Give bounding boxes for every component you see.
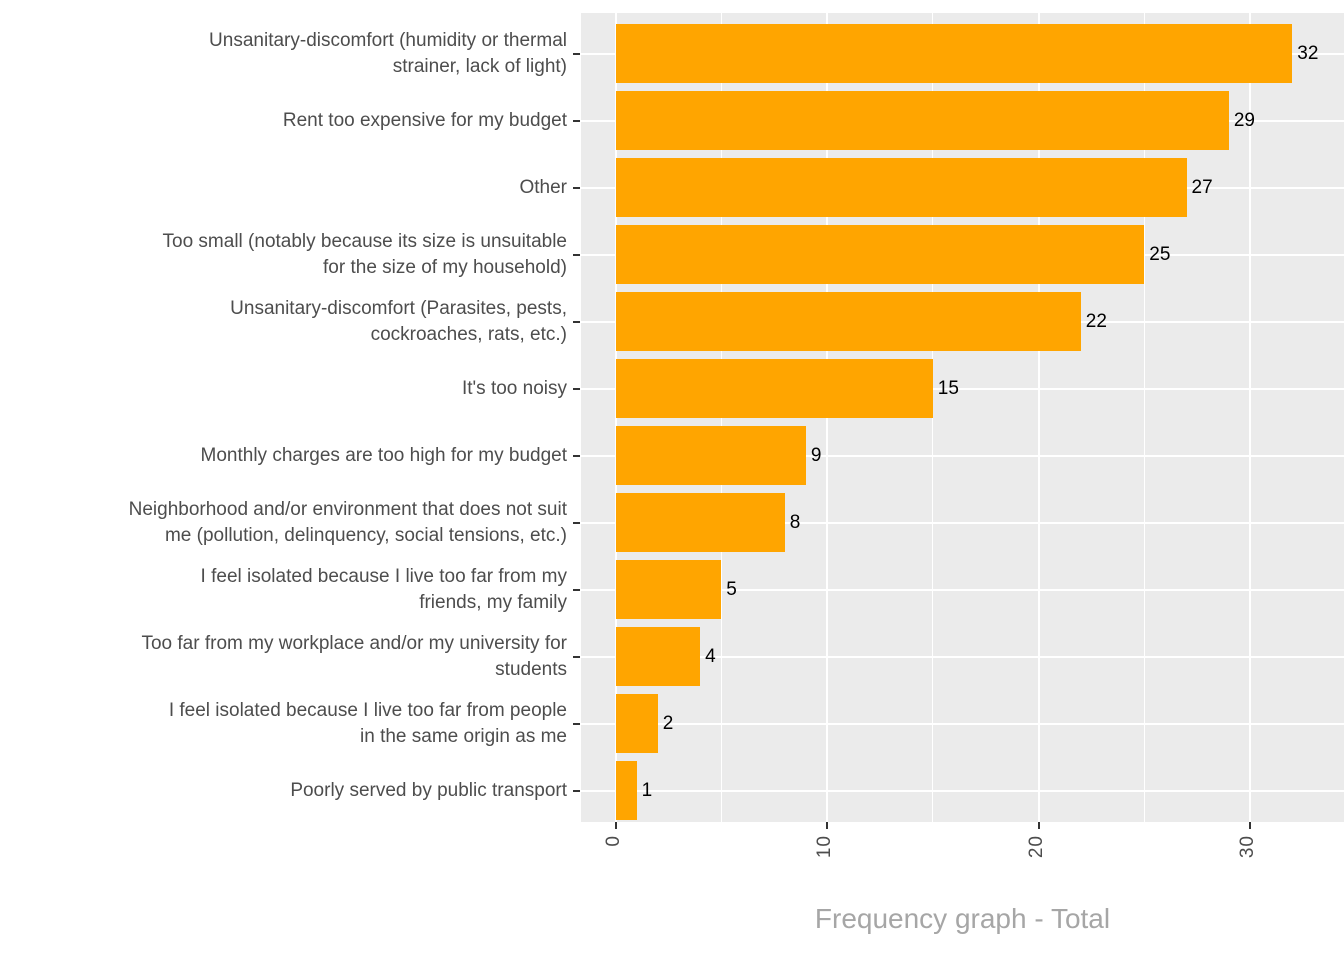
y-axis-label: I feel isolated because I live too far f… bbox=[200, 565, 567, 613]
y-tick-mark bbox=[573, 52, 580, 55]
major-gridline bbox=[581, 789, 1344, 792]
minor-gridline bbox=[1143, 13, 1145, 822]
major-gridline bbox=[581, 387, 1344, 390]
bar bbox=[615, 225, 1145, 284]
minor-gridline bbox=[932, 13, 934, 822]
bar-value-label: 15 bbox=[937, 377, 959, 399]
bar bbox=[615, 292, 1081, 351]
bar-value-label: 22 bbox=[1085, 310, 1107, 332]
major-gridline bbox=[581, 655, 1344, 658]
y-tick-mark bbox=[573, 722, 580, 725]
x-tick-label: 10 bbox=[814, 835, 835, 859]
y-tick-mark bbox=[573, 655, 580, 658]
y-axis-label: Neighborhood and/or environment that doe… bbox=[128, 498, 567, 546]
x-tick-mark bbox=[614, 822, 617, 829]
y-tick-mark bbox=[573, 320, 580, 323]
bar bbox=[615, 560, 722, 619]
x-tick-mark bbox=[826, 822, 828, 829]
bar-value-label: 8 bbox=[789, 511, 801, 533]
bar bbox=[615, 91, 1229, 150]
x-tick-mark bbox=[1037, 822, 1040, 829]
bar-value-label: 5 bbox=[726, 578, 737, 600]
y-axis-label: Unsanitary-discomfort (humidity or therm… bbox=[209, 29, 567, 77]
y-axis-label: Other bbox=[519, 176, 567, 198]
y-tick-mark bbox=[573, 454, 580, 457]
y-axis-label: Rent too expensive for my budget bbox=[282, 109, 567, 131]
bar bbox=[615, 426, 806, 485]
major-gridline bbox=[581, 588, 1344, 591]
y-axis-label: Too small (notably because its size is u… bbox=[162, 230, 567, 278]
bar-value-label: 32 bbox=[1297, 42, 1319, 64]
y-tick-mark bbox=[573, 253, 580, 256]
major-gridline bbox=[1249, 13, 1251, 822]
y-tick-mark bbox=[573, 387, 580, 390]
y-axis-label: Too far from my workplace and/or my univ… bbox=[141, 632, 567, 680]
y-axis-label: Poorly served by public transport bbox=[290, 779, 567, 801]
bar bbox=[615, 694, 658, 753]
y-tick-mark bbox=[573, 521, 580, 524]
y-tick-mark bbox=[573, 789, 580, 792]
bar-value-label: 27 bbox=[1191, 176, 1213, 198]
chart-title: Frequency graph - Total bbox=[814, 903, 1111, 934]
bar bbox=[615, 359, 933, 418]
bar bbox=[615, 627, 701, 686]
major-gridline bbox=[581, 722, 1344, 725]
plot-panel: 32 29 27 25 22 15 9 8 5 4 2 1 bbox=[581, 13, 1344, 822]
bar bbox=[615, 158, 1187, 217]
y-axis-label: It's too noisy bbox=[461, 377, 567, 399]
x-tick-label: 30 bbox=[1237, 835, 1258, 859]
bar-value-label: 2 bbox=[662, 712, 674, 734]
y-axis-label: I feel isolated because I live too far f… bbox=[168, 699, 567, 747]
y-tick-mark bbox=[573, 119, 580, 122]
bar bbox=[615, 493, 785, 552]
y-axis-label: Unsanitary-discomfort (Parasites, pests,… bbox=[230, 297, 567, 345]
x-tick-mark bbox=[1249, 822, 1251, 829]
bar-value-label: 29 bbox=[1233, 109, 1255, 131]
major-gridline bbox=[1037, 13, 1040, 822]
bar bbox=[615, 761, 637, 820]
bar-value-label: 9 bbox=[810, 444, 822, 466]
y-tick-mark bbox=[573, 588, 580, 591]
x-tick-label: 20 bbox=[1025, 835, 1047, 859]
x-tick-label: 0 bbox=[602, 835, 624, 847]
bar-value-label: 1 bbox=[641, 779, 653, 801]
bar bbox=[615, 24, 1293, 83]
bar-value-label: 4 bbox=[705, 645, 716, 667]
major-gridline bbox=[581, 521, 1344, 524]
y-tick-mark bbox=[573, 186, 580, 189]
y-axis-label: Monthly charges are too high for my budg… bbox=[200, 444, 567, 466]
major-gridline bbox=[581, 454, 1344, 457]
bar-value-label: 25 bbox=[1149, 243, 1171, 265]
